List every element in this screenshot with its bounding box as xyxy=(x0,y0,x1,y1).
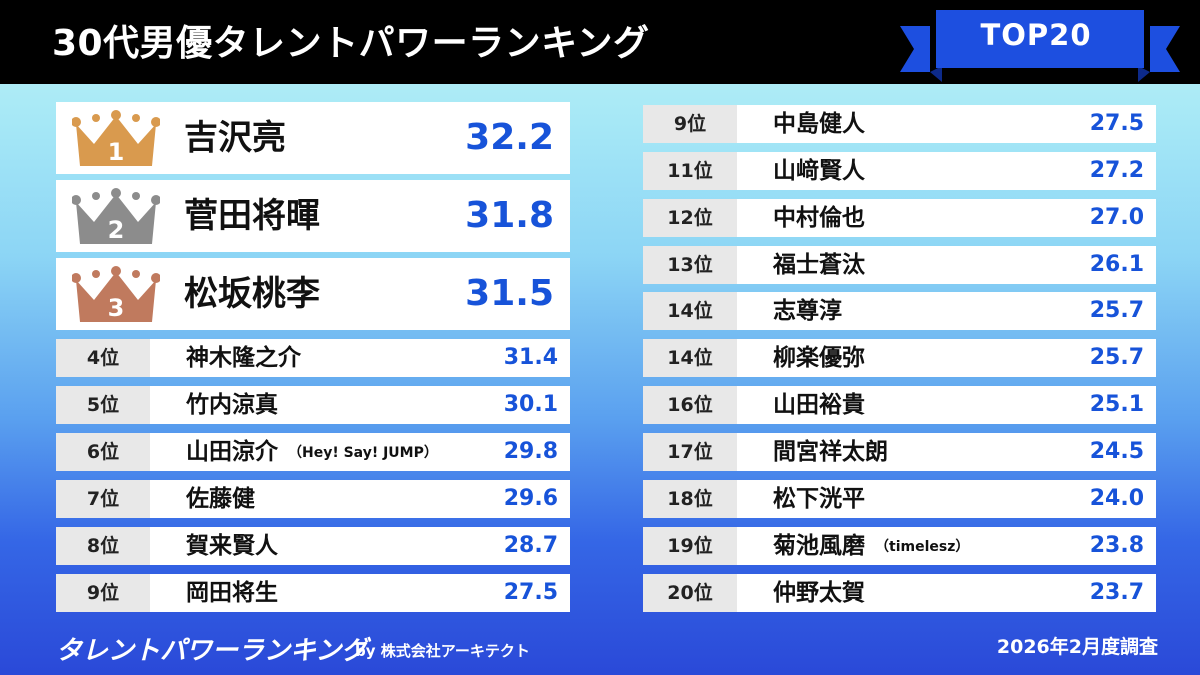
ranking-row: 5位 竹内涼真 30.1 xyxy=(56,386,570,424)
actor-name: 菊池風磨 xyxy=(773,533,865,559)
actor-name: 賀来賢人 xyxy=(186,533,278,559)
group-note: （Hey! Say! JUMP） xyxy=(288,444,438,461)
score-value: 25.7 xyxy=(1089,298,1144,323)
ranking-row-2: 2 菅田将暉 31.8 xyxy=(56,180,570,252)
actor-name: 福士蒼汰 xyxy=(773,252,865,278)
score-value: 24.0 xyxy=(1089,486,1144,511)
actor-name: 仲野太賀 xyxy=(773,580,865,606)
score-value: 31.4 xyxy=(503,345,558,370)
actor-name: 吉沢亮 xyxy=(184,118,286,158)
score-value: 23.8 xyxy=(1089,533,1144,558)
actor-name: 岡田将生 xyxy=(186,580,278,606)
ribbon-banner-icon xyxy=(900,10,1180,82)
rank-label: 8位 xyxy=(56,527,150,565)
rank-label: 17位 xyxy=(643,433,737,471)
ranking-row: 16位 山田裕貴 25.1 xyxy=(643,386,1156,424)
score-value: 27.5 xyxy=(503,580,558,605)
rank-label: 9位 xyxy=(56,574,150,612)
rank-label: 13位 xyxy=(643,246,737,284)
score-value: 29.8 xyxy=(503,439,558,464)
rank-label: 18位 xyxy=(643,480,737,518)
ranking-row: 4位 神木隆之介 31.4 xyxy=(56,339,570,377)
ranking-row: 11位 山﨑賢人 27.2 xyxy=(643,152,1156,190)
actor-name: 松坂桃李 xyxy=(184,274,320,314)
score-value: 29.6 xyxy=(503,486,558,511)
survey-date: 2026年2月度調査 xyxy=(996,636,1158,658)
score-value: 25.7 xyxy=(1089,345,1144,370)
ranking-row: 6位 山田涼介 （Hey! Say! JUMP） 29.8 xyxy=(56,433,570,471)
page-title: 30代男優タレントパワーランキング xyxy=(52,23,650,64)
actor-name: 志尊淳 xyxy=(773,298,842,324)
ranking-row: 17位 間宮祥太朗 24.5 xyxy=(643,433,1156,471)
company-credit: by 株式会社アーキテクト xyxy=(355,642,530,660)
ranking-row: 7位 佐藤健 29.6 xyxy=(56,480,570,518)
crown-rank-number: 2 xyxy=(108,216,125,244)
score-value: 25.1 xyxy=(1089,392,1144,417)
actor-name: 神木隆之介 xyxy=(186,345,301,371)
score-value: 31.5 xyxy=(465,273,554,314)
ranking-row: 13位 福士蒼汰 26.1 xyxy=(643,246,1156,284)
actor-name: 松下洸平 xyxy=(773,486,865,512)
ranking-row: 14位 柳楽優弥 25.7 xyxy=(643,339,1156,377)
rank-label: 7位 xyxy=(56,480,150,518)
actor-name: 山田涼介 xyxy=(186,439,278,465)
ranking-row: 20位 仲野太賀 23.7 xyxy=(643,574,1156,612)
top20-badge: TOP20 xyxy=(980,18,1092,52)
rank-label: 4位 xyxy=(56,339,150,377)
rank-label: 11位 xyxy=(643,152,737,190)
silver-crown-icon: 2 xyxy=(72,188,160,244)
bronze-crown-icon: 3 xyxy=(72,266,160,322)
rank-label: 14位 xyxy=(643,292,737,330)
actor-name: 山﨑賢人 xyxy=(773,158,865,184)
score-value: 27.5 xyxy=(1089,111,1144,136)
score-value: 26.1 xyxy=(1089,252,1144,277)
score-value: 28.7 xyxy=(503,533,558,558)
actor-name: 中村倫也 xyxy=(773,205,865,231)
crown-rank-number: 3 xyxy=(108,294,125,322)
actor-name: 間宮祥太朗 xyxy=(773,439,888,465)
score-value: 24.5 xyxy=(1089,439,1144,464)
ranking-row: 12位 中村倫也 27.0 xyxy=(643,199,1156,237)
ranking-row: 14位 志尊淳 25.7 xyxy=(643,292,1156,330)
rank-label: 20位 xyxy=(643,574,737,612)
ranking-row-3: 3 松坂桃李 31.5 xyxy=(56,258,570,330)
gold-crown-icon: 1 xyxy=(72,110,160,166)
actor-name: 中島健人 xyxy=(773,111,865,137)
ranking-row-1: 1 吉沢亮 32.2 xyxy=(56,102,570,174)
rank-label: 6位 xyxy=(56,433,150,471)
actor-name: 菅田将暉 xyxy=(184,196,320,236)
score-value: 31.8 xyxy=(465,195,554,236)
actor-name: 山田裕貴 xyxy=(773,392,865,418)
rank-label: 9位 xyxy=(643,105,737,143)
score-value: 27.0 xyxy=(1089,205,1144,230)
rank-label: 5位 xyxy=(56,386,150,424)
score-value: 30.1 xyxy=(503,392,558,417)
actor-name: 佐藤健 xyxy=(186,486,255,512)
ranking-row: 8位 賀来賢人 28.7 xyxy=(56,527,570,565)
crown-rank-number: 1 xyxy=(108,138,125,166)
ranking-row: 9位 岡田将生 27.5 xyxy=(56,574,570,612)
score-value: 27.2 xyxy=(1089,158,1144,183)
actor-name: 竹内涼真 xyxy=(186,392,278,418)
rank-label: 16位 xyxy=(643,386,737,424)
brand-logo: タレントパワーランキング xyxy=(56,636,368,666)
score-value: 32.2 xyxy=(465,117,554,158)
rank-label: 14位 xyxy=(643,339,737,377)
rank-label: 19位 xyxy=(643,527,737,565)
score-value: 23.7 xyxy=(1089,580,1144,605)
ranking-row: 19位 菊池風磨 （timelesz） 23.8 xyxy=(643,527,1156,565)
group-note: （timelesz） xyxy=(875,538,970,555)
rank-label: 12位 xyxy=(643,199,737,237)
ranking-row: 18位 松下洸平 24.0 xyxy=(643,480,1156,518)
ranking-row: 9位 中島健人 27.5 xyxy=(643,105,1156,143)
actor-name: 柳楽優弥 xyxy=(773,345,865,371)
